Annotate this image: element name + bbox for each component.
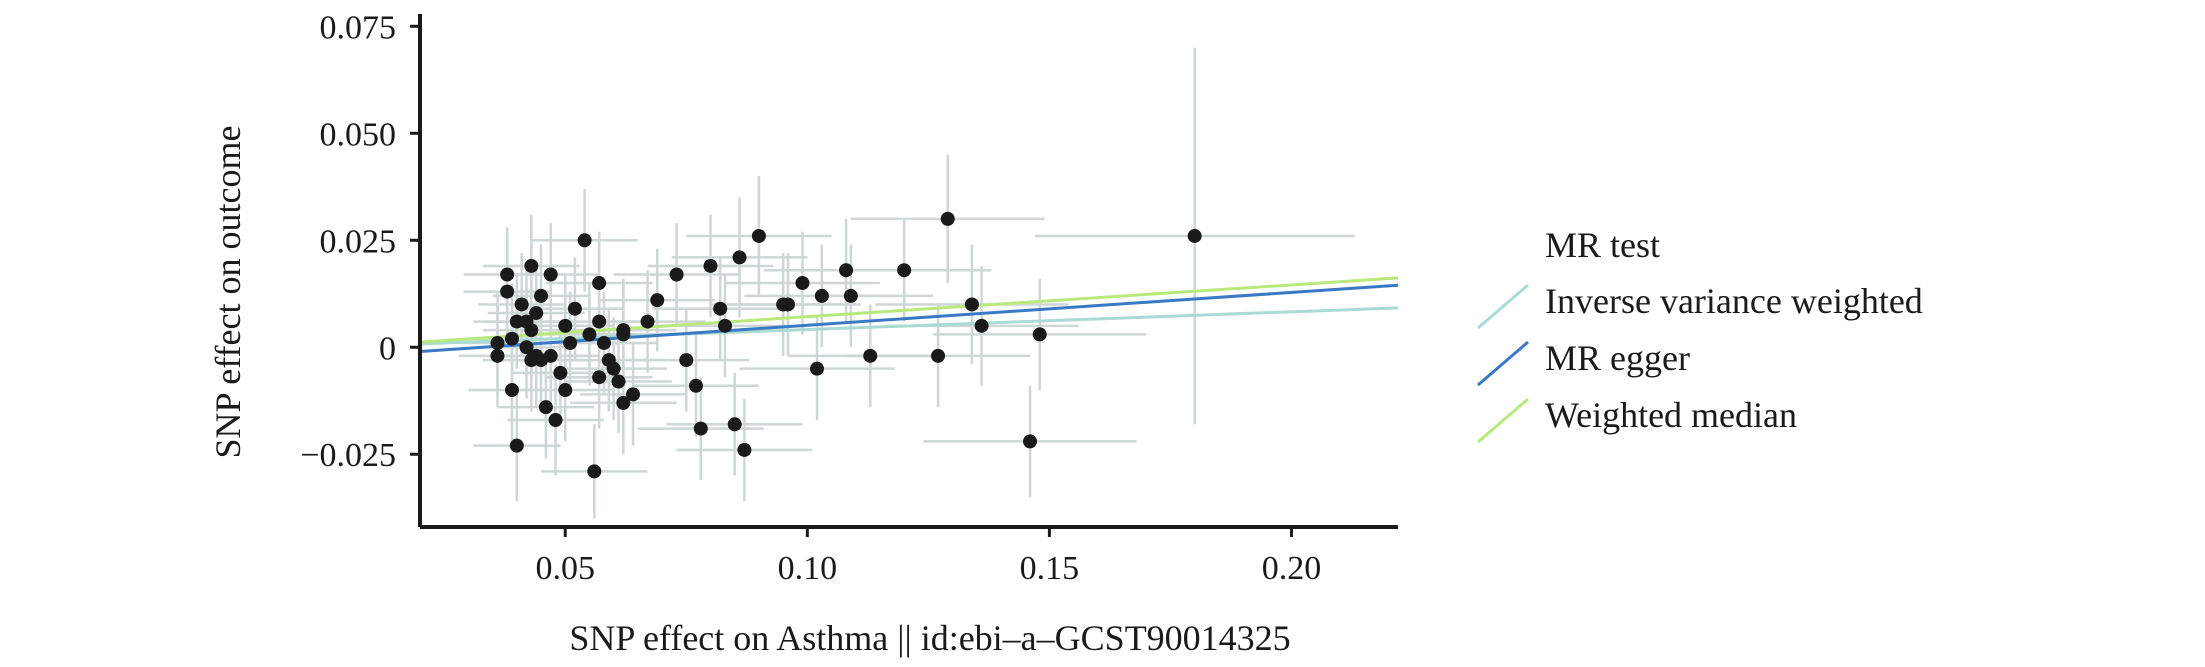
data-point: [688, 378, 703, 393]
data-point: [732, 250, 747, 265]
data-point: [616, 327, 631, 342]
x-ticks-group: 0.05 0.10 0.15 0.20: [535, 527, 1321, 587]
data-point: [524, 323, 539, 338]
data-point: [1032, 327, 1047, 342]
legend-title: MR test: [1545, 225, 1660, 265]
data-point: [519, 340, 534, 355]
data-point: [504, 331, 519, 346]
data-point: [718, 318, 733, 333]
fit-lines-group: [419, 276, 1399, 354]
legend-swatch-weighted-median: [1477, 397, 1529, 444]
ivw-line: [419, 306, 1399, 346]
data-point: [592, 370, 607, 385]
data-point: [596, 335, 611, 350]
data-point: [563, 335, 578, 350]
data-point: [538, 400, 553, 415]
data-point: [713, 301, 728, 316]
data-point: [810, 361, 825, 376]
data-point: [558, 383, 573, 398]
data-point: [897, 263, 912, 278]
data-point: [504, 383, 519, 398]
data-point: [751, 228, 766, 243]
legend: MR test Inverse variance weighted MR egg…: [1477, 225, 1923, 444]
data-point: [863, 348, 878, 363]
data-point: [529, 306, 544, 321]
data-point: [567, 301, 582, 316]
data-point: [514, 297, 529, 312]
data-point: [534, 288, 549, 303]
data-point: [500, 267, 515, 282]
data-point: [611, 374, 626, 389]
data-points-group: [490, 211, 1202, 479]
data-point: [558, 318, 573, 333]
data-point: [592, 276, 607, 291]
data-point: [931, 348, 946, 363]
legend-label-mr-egger: MR egger: [1545, 338, 1690, 378]
data-point: [974, 318, 989, 333]
data-point: [577, 233, 592, 248]
data-point: [543, 267, 558, 282]
data-point: [814, 288, 829, 303]
y-tick-label: −0.025: [300, 437, 396, 474]
weighted-median-line: [419, 276, 1399, 344]
data-point: [795, 276, 810, 291]
data-point: [843, 288, 858, 303]
data-point: [548, 413, 563, 428]
data-point: [582, 327, 597, 342]
x-tick-label: 0.10: [778, 550, 838, 587]
data-point: [490, 348, 505, 363]
data-point: [640, 314, 655, 329]
legend-swatch-ivw: [1477, 283, 1529, 330]
legend-swatch-mr-egger: [1477, 340, 1529, 387]
data-point: [693, 421, 708, 436]
x-tick-label: 0.15: [1020, 550, 1080, 587]
x-tick-label: 0.20: [1262, 550, 1322, 587]
data-point: [509, 438, 524, 453]
axes-group: [418, 14, 1398, 529]
y-tick-label: 0.050: [320, 116, 397, 153]
data-point: [964, 297, 979, 312]
x-tick-label: 0.05: [535, 550, 595, 587]
y-ticks-group: −0.025 0 0.025 0.050 0.075: [300, 9, 420, 474]
y-tick-label: 0.025: [320, 223, 397, 260]
y-tick-label: 0: [379, 330, 396, 367]
data-point: [669, 267, 684, 282]
data-point: [1023, 434, 1038, 449]
mr-egger-line: [419, 283, 1399, 354]
data-point: [1187, 228, 1202, 243]
data-point: [780, 297, 795, 312]
data-point: [727, 417, 742, 432]
y-axis-title: SNP effect on outcome: [208, 126, 248, 459]
data-point: [737, 442, 752, 457]
data-point: [500, 284, 515, 299]
data-point: [490, 335, 505, 350]
data-point: [543, 348, 558, 363]
data-point: [626, 387, 641, 402]
data-point: [650, 293, 665, 308]
y-tick-label: 0.075: [320, 9, 397, 46]
data-point: [940, 211, 955, 226]
data-point: [553, 365, 568, 380]
data-point: [509, 314, 524, 329]
legend-label-weighted-median: Weighted median: [1545, 395, 1797, 435]
data-point: [524, 258, 539, 273]
data-point: [703, 258, 718, 273]
data-point: [839, 263, 854, 278]
data-point: [592, 314, 607, 329]
legend-label-ivw: Inverse variance weighted: [1545, 281, 1923, 321]
data-point: [587, 464, 602, 479]
data-point: [606, 361, 621, 376]
data-point: [679, 353, 694, 368]
x-axis-title: SNP effect on Asthma || id:ebi–a–GCST900…: [569, 618, 1290, 658]
data-point: [616, 395, 631, 410]
